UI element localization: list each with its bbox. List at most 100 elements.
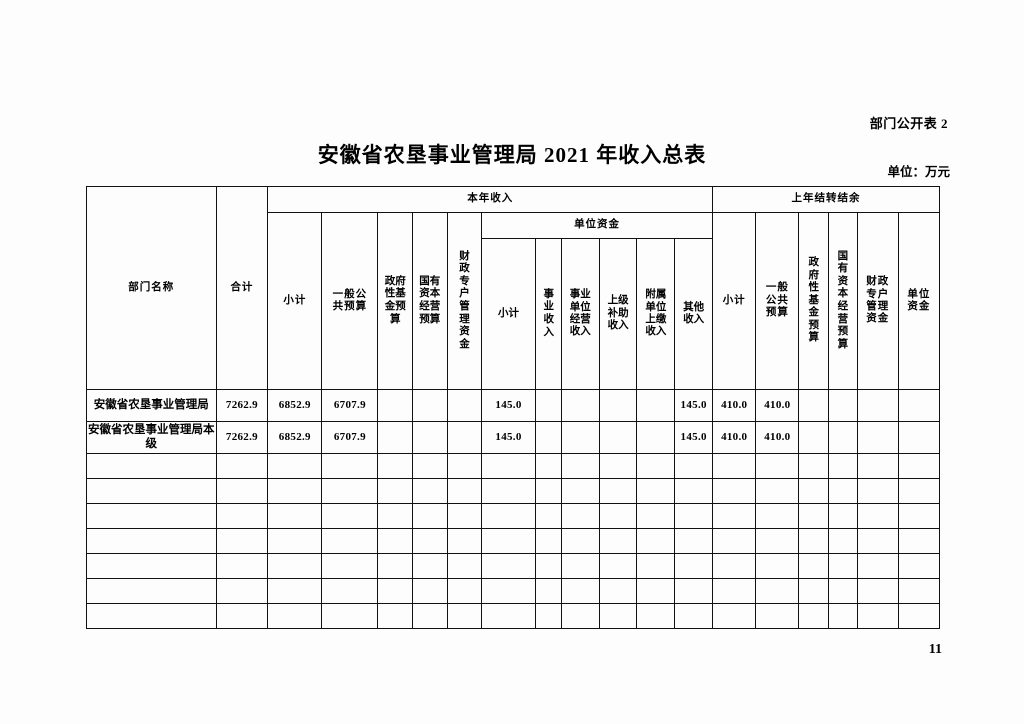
cell-empty <box>636 478 676 504</box>
cell-empty <box>598 453 638 479</box>
cell-empty <box>798 578 829 604</box>
cell-empty <box>560 553 600 579</box>
cell-uf-business-income <box>535 389 562 422</box>
cell-empty <box>636 553 676 579</box>
cell-empty <box>535 453 562 479</box>
cell-empty <box>712 578 757 604</box>
cell-empty <box>560 603 600 629</box>
cell-empty <box>598 603 638 629</box>
cell-co-unit-funds <box>897 389 941 422</box>
cell-empty <box>411 503 448 529</box>
cell-empty <box>446 553 483 579</box>
cell-empty <box>712 503 757 529</box>
col-header-uf-subordinate-remittance-income: 附属单位上缴收入 <box>636 238 676 390</box>
cell-uf-superior-subsidy-income <box>598 421 638 454</box>
col-header-total: 合计 <box>215 186 269 390</box>
cell-empty <box>856 453 899 479</box>
cell-empty <box>321 603 379 629</box>
cell-empty <box>321 578 379 604</box>
cell-empty <box>598 528 638 554</box>
cell-uf-subordinate-remittance-income <box>636 421 676 454</box>
table-header: 部门名称 合计 本年收入 上年结转结余 小计 一般公共预算 政府性基金预算 国有… <box>86 186 941 390</box>
cell-empty <box>674 603 714 629</box>
col-header-uf-superior-subsidy-income: 上级补助收入 <box>598 238 638 390</box>
cell-co-subtotal: 410.0 <box>712 389 757 422</box>
col-header-uf-business-operating-income: 事业单位经营收入 <box>560 238 600 390</box>
cell-empty <box>897 503 941 529</box>
cell-empty <box>411 453 448 479</box>
cell-empty <box>897 603 941 629</box>
cell-empty <box>897 553 941 579</box>
col-header-co-subtotal: 小计 <box>712 212 757 390</box>
cell-empty <box>411 603 448 629</box>
currency-unit-note: 单位：万元 <box>887 165 950 179</box>
cell-empty <box>827 503 858 529</box>
cell-cy-general-public-budget: 6707.9 <box>321 389 379 422</box>
cell-empty <box>755 553 800 579</box>
cell-co-gov-fund-budget <box>798 389 829 422</box>
cell-empty <box>86 553 217 579</box>
cell-cy-gov-fund-budget <box>377 421 413 454</box>
cell-uf-business-operating-income <box>560 389 600 422</box>
cell-empty <box>712 603 757 629</box>
cell-empty <box>377 503 413 529</box>
cell-empty <box>798 553 829 579</box>
cell-empty <box>827 553 858 579</box>
cell-empty <box>798 453 829 479</box>
cell-empty <box>674 453 714 479</box>
cell-empty <box>215 553 269 579</box>
cell-empty <box>560 478 600 504</box>
cell-empty <box>856 603 899 629</box>
cell-empty <box>446 603 483 629</box>
cell-co-subtotal: 410.0 <box>712 421 757 454</box>
table-row-empty <box>86 578 941 604</box>
budget-table-container: 部门名称 合计 本年收入 上年结转结余 小计 一般公共预算 政府性基金预算 国有… <box>86 186 941 629</box>
cell-empty <box>267 578 323 604</box>
cell-empty <box>674 528 714 554</box>
cell-empty <box>856 578 899 604</box>
cell-empty <box>481 478 536 504</box>
cell-empty <box>560 578 600 604</box>
page-number: 11 <box>928 642 942 657</box>
cell-empty <box>267 553 323 579</box>
cell-cy-subtotal: 6852.9 <box>267 421 323 454</box>
cell-cy-gov-fund-budget <box>377 389 413 422</box>
cell-dept-name: 安徽省农垦事业管理局 <box>86 389 217 422</box>
cell-empty <box>411 553 448 579</box>
cell-empty <box>446 453 483 479</box>
cell-cy-state-capital-budget <box>411 389 448 422</box>
col-header-co-gov-fund-budget: 政府性基金预算 <box>798 212 829 390</box>
cell-empty <box>446 578 483 604</box>
cell-empty <box>535 603 562 629</box>
cell-uf-other-income: 145.0 <box>674 389 714 422</box>
cell-dept-name: 安徽省农垦事业管理局本级 <box>86 421 217 454</box>
cell-co-fiscal-account-funds <box>856 389 899 422</box>
cell-cy-state-capital-budget <box>411 421 448 454</box>
cell-empty <box>321 553 379 579</box>
cell-empty <box>560 528 600 554</box>
cell-empty <box>86 453 217 479</box>
col-header-cy-fiscal-account-funds: 财政专户管理资金 <box>446 212 483 390</box>
cell-empty <box>755 578 800 604</box>
cell-empty <box>598 578 638 604</box>
cell-empty <box>798 503 829 529</box>
cell-empty <box>856 553 899 579</box>
cell-empty <box>535 478 562 504</box>
cell-empty <box>86 528 217 554</box>
cell-empty <box>481 553 536 579</box>
cell-empty <box>215 603 269 629</box>
cell-empty <box>598 503 638 529</box>
cell-empty <box>798 528 829 554</box>
cell-empty <box>446 478 483 504</box>
cell-uf-business-operating-income <box>560 421 600 454</box>
col-header-uf-other-income: 其他收入 <box>674 238 714 390</box>
cell-empty <box>321 453 379 479</box>
cell-empty <box>535 503 562 529</box>
cell-empty <box>321 503 379 529</box>
cell-empty <box>86 578 217 604</box>
cell-co-general-public-budget: 410.0 <box>755 421 800 454</box>
group-header-unit-funds: 单位资金 <box>481 212 714 239</box>
col-header-cy-subtotal: 小计 <box>267 212 323 390</box>
cell-uf-subtotal: 145.0 <box>481 421 536 454</box>
cell-empty <box>598 478 638 504</box>
